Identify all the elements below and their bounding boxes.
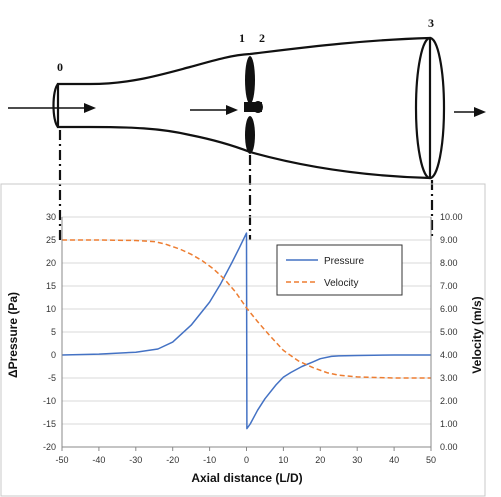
legend-label-velocity: Velocity <box>324 278 358 289</box>
y2-tick-label: 2.00 <box>440 396 458 406</box>
y-tick-label: 10 <box>46 304 56 314</box>
x-tick-label: 10 <box>278 455 288 465</box>
station-label-2: 2 <box>259 31 265 45</box>
y-tick-label: -20 <box>43 442 56 452</box>
y2-tick-label: 9.00 <box>440 235 458 245</box>
legend: Pressure Velocity <box>276 244 403 296</box>
y2-axis-label: Velocity (m/s) <box>470 296 484 373</box>
axes: -20-15-10-50510152025300.001.002.003.004… <box>43 212 463 465</box>
x-axis-label: Axial distance (L/D) <box>191 471 302 485</box>
y-tick-label: -15 <box>43 419 56 429</box>
x-tick-label: -50 <box>55 455 68 465</box>
y-tick-label: 20 <box>46 258 56 268</box>
x-tick-label: 40 <box>389 455 399 465</box>
y-tick-label: 30 <box>46 212 56 222</box>
station-label-3: 3 <box>428 16 434 30</box>
y2-tick-label: 7.00 <box>440 281 458 291</box>
station-label-1: 1 <box>239 31 245 45</box>
y-tick-label: 5 <box>51 327 56 337</box>
y2-tick-label: 10.00 <box>440 212 463 222</box>
y2-tick-label: 1.00 <box>440 419 458 429</box>
x-tick-label: 20 <box>315 455 325 465</box>
turbine-rotor <box>244 56 263 154</box>
flow-arrows <box>8 103 486 117</box>
y2-tick-label: 5.00 <box>440 327 458 337</box>
x-tick-label: -40 <box>92 455 105 465</box>
y-tick-label: -5 <box>48 373 56 383</box>
y2-tick-label: 4.00 <box>440 350 458 360</box>
y-tick-label: 25 <box>46 235 56 245</box>
schematic: 0 1 2 3 <box>8 16 486 240</box>
y2-tick-label: 6.00 <box>440 304 458 314</box>
outlet-face <box>414 36 446 180</box>
x-tick-label: -10 <box>203 455 216 465</box>
y-axis-label: ΔPressure (Pa) <box>6 292 20 378</box>
series-line-velocity <box>62 239 431 379</box>
x-tick-label: -30 <box>129 455 142 465</box>
x-tick-label: -20 <box>166 455 179 465</box>
legend-label-pressure: Pressure <box>324 256 364 267</box>
y-tick-label: 15 <box>46 281 56 291</box>
x-tick-label: 30 <box>352 455 362 465</box>
chart-frame <box>0 183 486 497</box>
y2-tick-label: 8.00 <box>440 258 458 268</box>
series-layer <box>61 232 431 430</box>
x-tick-label: 50 <box>426 455 436 465</box>
y2-tick-label: 0.00 <box>440 442 458 452</box>
y-tick-label: -10 <box>43 396 56 406</box>
inlet-face <box>52 83 59 128</box>
x-tick-label: 0 <box>244 455 249 465</box>
y2-tick-label: 3.00 <box>440 373 458 383</box>
station-label-0: 0 <box>57 60 63 74</box>
series-line-pressure <box>61 232 431 430</box>
station-connectors <box>58 130 434 240</box>
y-tick-label: 0 <box>51 350 56 360</box>
legend-box <box>276 244 403 296</box>
